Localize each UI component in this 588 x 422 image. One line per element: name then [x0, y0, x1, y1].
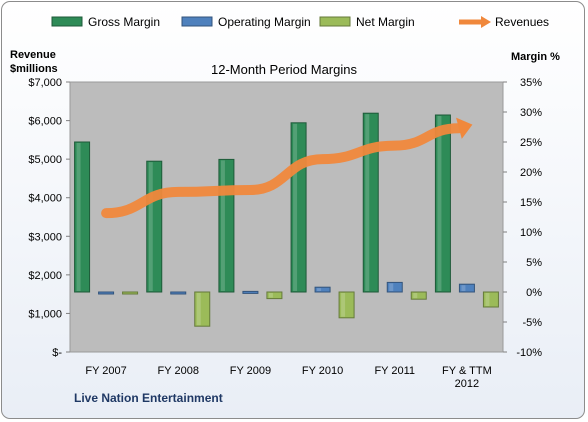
- left-axis-tick-label: $3,000: [28, 231, 62, 243]
- right-axis-tick-label: -10%: [516, 347, 542, 359]
- category-label: FY 2007: [85, 365, 126, 377]
- right-axis-tick-label: 15%: [520, 197, 542, 209]
- left-axis-label-line1: Revenue: [10, 49, 56, 61]
- bar-gross-margin: [434, 114, 451, 293]
- legend-label-revenues: Revenues: [495, 15, 549, 29]
- right-axis-tick-label: 5%: [526, 257, 542, 269]
- legend-arrow-revenues: [481, 16, 491, 28]
- legend-swatch-operating-margin: [181, 16, 213, 27]
- right-axis-tick-label: 20%: [520, 167, 542, 179]
- bar-operating-margin: [170, 291, 187, 295]
- legend-label-operating-margin: Operating Margin: [218, 15, 311, 29]
- category-label: FY 2010: [302, 365, 343, 377]
- bar-gross-margin: [74, 141, 91, 293]
- margins-chart: Gross Margin Operating Margin Net Margin Re…: [10, 15, 560, 405]
- bar-highlight: [148, 162, 153, 291]
- bar-net-margin: [482, 291, 499, 308]
- bar-net-margin: [122, 291, 139, 295]
- category-label: FY 2009: [230, 365, 271, 377]
- bar-operating-margin: [314, 286, 331, 293]
- category-label: FY 2011: [374, 365, 415, 377]
- bar-highlight: [293, 123, 298, 291]
- right-axis-tick-label: 10%: [520, 227, 542, 239]
- bar-net-margin: [194, 291, 211, 327]
- legend-label-net-margin: Net Margin: [356, 15, 415, 29]
- left-axis-tick-label: $5,000: [28, 154, 62, 166]
- plot-marks: [74, 112, 499, 327]
- left-axis-tick-label: $4,000: [28, 193, 62, 205]
- chart-title: 12-Month Period Margins: [211, 62, 357, 77]
- bar-highlight: [220, 160, 225, 291]
- category-label: FY & TTM 2012: [442, 365, 492, 390]
- plot-area: [69, 81, 504, 353]
- right-axis-tick-label: 25%: [520, 137, 542, 149]
- revenues-arrowhead: [456, 117, 473, 139]
- right-axis-tick-label: 35%: [520, 77, 542, 89]
- left-axis-tick-label: $7,000: [28, 77, 62, 89]
- bar-highlight: [268, 293, 273, 298]
- right-axis-tick-label: 0%: [526, 287, 542, 299]
- bar-net-margin: [266, 291, 283, 300]
- left-axis-tick-label: $2,000: [28, 270, 62, 282]
- right-axis-tick-label: -5%: [522, 317, 542, 329]
- bar-highlight: [437, 116, 442, 291]
- bar-highlight: [461, 285, 466, 291]
- bar-operating-margin: [242, 290, 259, 294]
- right-axis-tick-label: 30%: [520, 107, 542, 119]
- company-name: Live Nation Entertainment: [74, 391, 223, 405]
- left-axis-tick-label: $-: [52, 347, 62, 359]
- legend-label-gross-margin: Gross Margin: [88, 15, 160, 29]
- bar-highlight: [341, 293, 346, 317]
- right-axis-label: Margin %: [511, 51, 560, 63]
- revenues-line: [101, 123, 464, 219]
- bar-highlight: [413, 293, 418, 299]
- bar-highlight: [365, 114, 370, 291]
- left-axis-tick-label: $1,000: [28, 308, 62, 320]
- bar-highlight: [317, 288, 322, 291]
- bar-net-margin: [338, 291, 355, 319]
- legend-swatch-gross-margin: [51, 16, 83, 27]
- category-label: FY 2008: [158, 365, 199, 377]
- bar-gross-margin: [362, 112, 379, 293]
- bar-operating-margin: [458, 283, 475, 293]
- bar-highlight: [485, 293, 490, 306]
- bar-net-margin: [410, 291, 427, 300]
- bar-highlight: [196, 293, 201, 326]
- bar-highlight: [389, 283, 394, 291]
- axes: $- $1,000 $2,000 $3,000 $4,000 $5,000 $6,000 $7…: [28, 77, 542, 390]
- bar-highlight: [76, 143, 81, 291]
- legend: Gross Margin Operating Margin Net Margin Re…: [51, 15, 549, 29]
- left-axis-label-line2: $millions: [10, 63, 58, 75]
- left-axis-tick-label: $6,000: [28, 116, 62, 128]
- bar-operating-margin: [386, 281, 403, 293]
- legend-swatch-net-margin: [319, 16, 351, 27]
- bar-operating-margin: [98, 291, 115, 295]
